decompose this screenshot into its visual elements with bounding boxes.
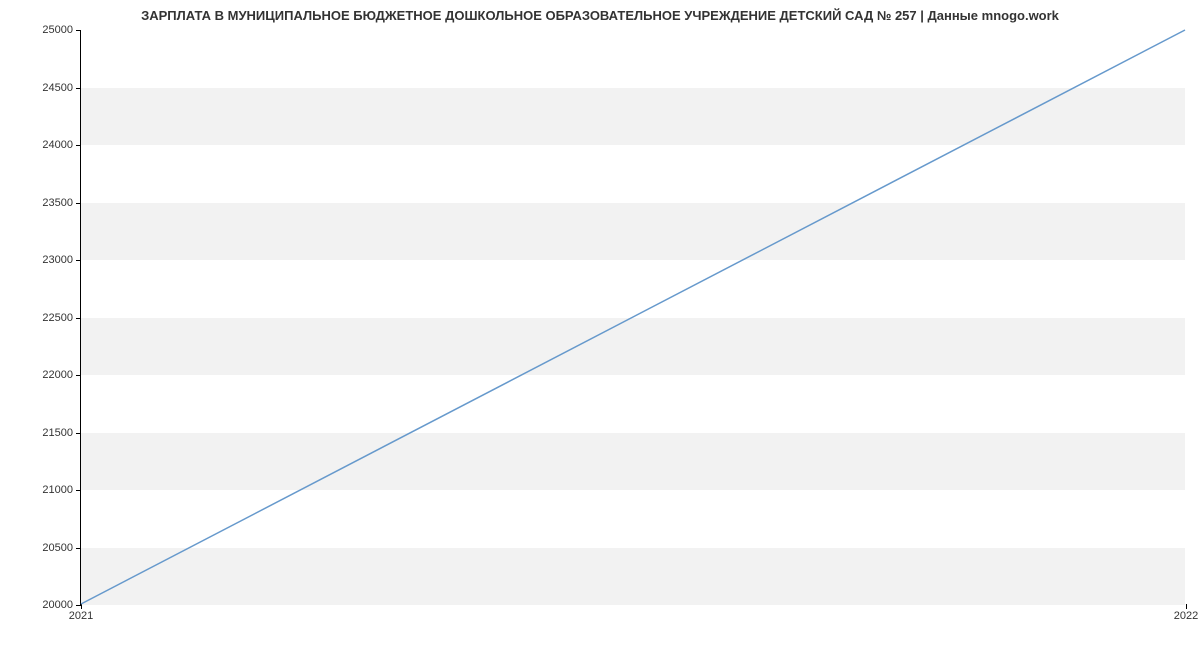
y-tick-label: 20500 xyxy=(42,542,73,554)
y-tick-label: 23000 xyxy=(42,254,73,266)
y-tick-label: 25000 xyxy=(42,24,73,36)
y-tick-label: 24500 xyxy=(42,82,73,94)
y-tick-label: 22000 xyxy=(42,369,73,381)
series-line xyxy=(81,30,1185,604)
x-tick-label: 2022 xyxy=(1174,610,1198,622)
y-tick-label: 24000 xyxy=(42,139,73,151)
x-tick-mark xyxy=(1186,604,1187,609)
line-series xyxy=(81,30,1185,604)
y-tick-label: 21500 xyxy=(42,427,73,439)
y-tick-label: 23500 xyxy=(42,197,73,209)
y-tick-label: 22500 xyxy=(42,312,73,324)
y-tick-label: 21000 xyxy=(42,484,73,496)
x-tick-label: 2021 xyxy=(69,610,93,622)
plot-area: 2000020500210002150022000225002300023500… xyxy=(80,30,1185,605)
x-tick-mark xyxy=(81,604,82,609)
chart-title: ЗАРПЛАТА В МУНИЦИПАЛЬНОЕ БЮДЖЕТНОЕ ДОШКО… xyxy=(0,8,1200,23)
